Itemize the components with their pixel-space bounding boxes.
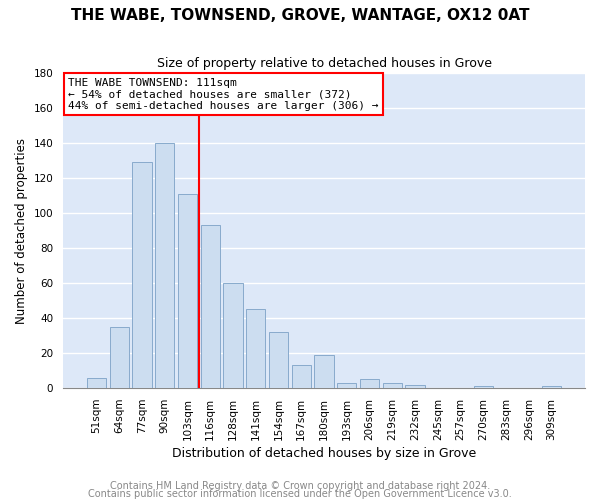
Bar	[383, 383, 402, 388]
Bar	[314, 355, 334, 388]
Bar	[155, 143, 175, 388]
Bar	[87, 378, 106, 388]
Bar	[178, 194, 197, 388]
Title: Size of property relative to detached houses in Grove: Size of property relative to detached ho…	[157, 58, 491, 70]
Y-axis label: Number of detached properties: Number of detached properties	[15, 138, 28, 324]
Text: THE WABE, TOWNSEND, GROVE, WANTAGE, OX12 0AT: THE WABE, TOWNSEND, GROVE, WANTAGE, OX12…	[71, 8, 529, 22]
Text: THE WABE TOWNSEND: 111sqm
← 54% of detached houses are smaller (372)
44% of semi: THE WABE TOWNSEND: 111sqm ← 54% of detac…	[68, 78, 379, 111]
Text: Contains HM Land Registry data © Crown copyright and database right 2024.: Contains HM Land Registry data © Crown c…	[110, 481, 490, 491]
Text: Contains public sector information licensed under the Open Government Licence v3: Contains public sector information licen…	[88, 489, 512, 499]
Bar	[246, 310, 265, 388]
Bar	[542, 386, 561, 388]
Bar	[200, 226, 220, 388]
X-axis label: Distribution of detached houses by size in Grove: Distribution of detached houses by size …	[172, 447, 476, 460]
Bar	[269, 332, 288, 388]
Bar	[110, 327, 129, 388]
Bar	[223, 283, 242, 388]
Bar	[132, 162, 152, 388]
Bar	[360, 380, 379, 388]
Bar	[406, 384, 425, 388]
Bar	[337, 383, 356, 388]
Bar	[292, 366, 311, 388]
Bar	[473, 386, 493, 388]
